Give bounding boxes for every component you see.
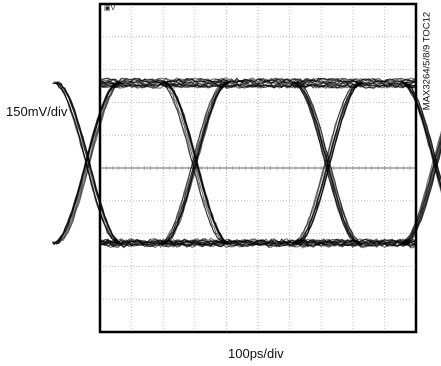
falling-edge-trace	[293, 82, 361, 245]
low-level-trace	[99, 238, 417, 245]
high-level-trace	[99, 81, 417, 87]
falling-edge-trace	[163, 81, 231, 245]
high-level-trace	[99, 77, 417, 84]
eye-traces	[51, 77, 441, 249]
falling-edge-trace	[162, 81, 230, 245]
falling-edge-trace	[295, 81, 362, 245]
falling-edge-trace	[56, 81, 124, 245]
falling-edge-trace	[401, 82, 441, 189]
falling-edge-trace	[293, 81, 360, 245]
figure-id-label: MAX3264/5/8/9 TOC12	[421, 11, 433, 111]
falling-edge-trace	[158, 82, 226, 244]
falling-edge-trace	[52, 81, 120, 245]
plot-frame	[98, 2, 418, 334]
y-axis-label: 150mV/div	[6, 104, 68, 119]
falling-edge-trace	[292, 82, 360, 245]
low-level-trace	[99, 238, 417, 244]
falling-edge-trace	[400, 81, 441, 191]
scope-corner-mark: ▣V	[104, 5, 116, 12]
rising-edge-trace	[399, 130, 441, 245]
falling-edge-trace	[160, 81, 228, 245]
grid	[99, 4, 417, 332]
falling-edge-trace	[403, 83, 441, 182]
falling-edge-trace	[164, 81, 232, 245]
x-axis-label: 100ps/div	[228, 346, 284, 361]
falling-edge-trace	[291, 82, 359, 244]
falling-edge-trace	[296, 82, 364, 245]
